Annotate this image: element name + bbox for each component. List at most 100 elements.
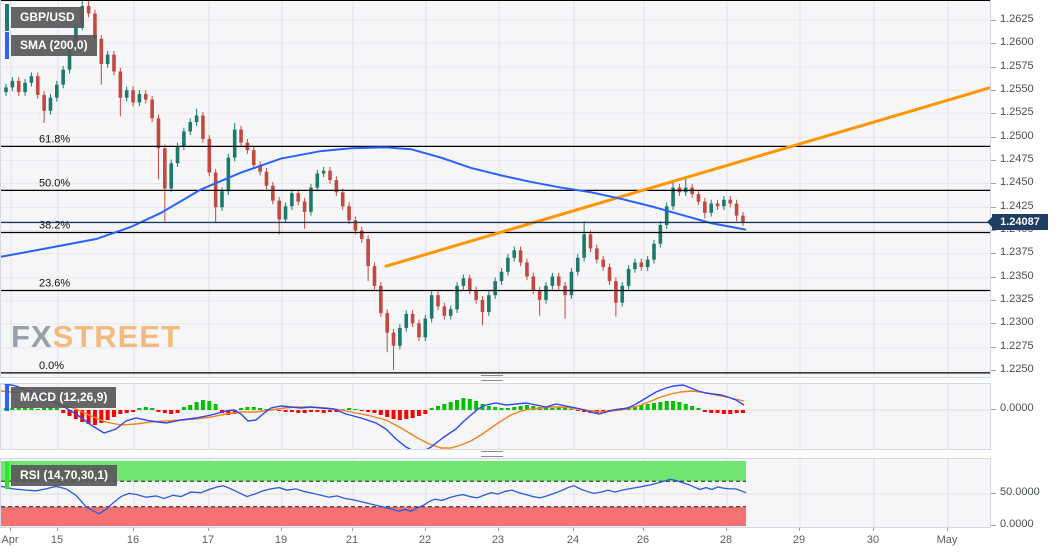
time-axis-tick: [352, 528, 353, 531]
candle-body: [601, 259, 605, 268]
sma-legend[interactable]: SMA (200,0): [11, 35, 97, 56]
time-axis-label: 23: [491, 534, 505, 546]
price-axis[interactable]: 1.24087 1.2625 1.2600 1.2575 1.2550 1.2525 1.…: [987, 0, 1060, 555]
macd-histogram-bar: [639, 405, 644, 410]
macd-histogram-bar: [455, 400, 460, 410]
candle-body: [544, 285, 548, 300]
candle-body: [169, 163, 173, 189]
panel-resize-handle-macd[interactable]: [481, 375, 503, 381]
candle-body: [722, 199, 726, 207]
time-axis-label: 21: [345, 534, 359, 546]
price-axis-label-tick: [991, 137, 996, 138]
price-axis-label: 1.2250: [1000, 363, 1034, 375]
time-axis-tick: [208, 528, 209, 531]
candle-body: [455, 285, 459, 310]
macd-histogram-bar: [16, 407, 21, 410]
candle-body: [42, 94, 46, 111]
macd-histogram-bar: [29, 408, 34, 410]
macd-chart[interactable]: [1, 384, 990, 449]
macd-legend-marker: [5, 384, 9, 411]
price-axis-label: 1.2450: [1000, 176, 1034, 188]
time-axis[interactable]: Apr 15 16 17 19 21 22 23 24 26 28 29 30 May: [0, 528, 991, 555]
macd-histogram-bar: [156, 410, 161, 412]
macd-histogram-bar: [442, 404, 447, 410]
candle-body: [525, 262, 529, 277]
macd-histogram-bar: [258, 408, 263, 410]
fib-label: 38.2%: [39, 219, 70, 231]
candle-body: [201, 115, 205, 139]
candle-body: [556, 276, 561, 286]
fib-label: 23.6%: [39, 277, 70, 289]
price-axis-label: 1.2550: [1000, 83, 1034, 95]
price-axis-label: 1.2600: [1000, 36, 1034, 48]
price-axis-label: 1.2375: [1000, 246, 1034, 258]
candle-body: [251, 150, 256, 166]
time-axis-tick: [573, 528, 574, 531]
macd-histogram-bar: [321, 410, 326, 413]
macd-histogram-bar: [105, 410, 110, 420]
macd-legend[interactable]: MACD (12,26,9): [11, 387, 117, 408]
candle-body: [334, 180, 339, 193]
rsi-axis-label: 0.0000: [1000, 518, 1034, 530]
candle-body: [652, 243, 656, 260]
macd-histogram-bar: [474, 401, 479, 410]
rsi-panel[interactable]: [0, 458, 991, 528]
time-axis-label: 16: [126, 534, 140, 546]
symbol-legend[interactable]: GBP/USD: [11, 7, 84, 28]
candle-body: [277, 200, 281, 220]
candle-body: [703, 201, 707, 213]
macd-histogram-bar: [366, 410, 371, 412]
macd-histogram-bar: [544, 408, 549, 410]
macd-histogram-bar: [493, 407, 498, 410]
candle-body: [728, 199, 733, 204]
time-axis-tick: [873, 528, 874, 531]
candle-body: [150, 99, 154, 119]
fib-label: 50.0%: [39, 177, 70, 189]
candle-body: [614, 281, 618, 303]
macd-histogram-bar: [531, 406, 536, 410]
candle-body: [741, 215, 745, 223]
candle-body: [474, 290, 478, 300]
time-axis-label: 26: [636, 534, 650, 546]
macd-histogram-bar: [524, 405, 529, 410]
macd-histogram-bar: [652, 403, 657, 410]
candle-body: [480, 299, 485, 313]
candle-body: [48, 97, 53, 111]
rsi-chart[interactable]: [1, 459, 990, 527]
macd-histogram-bar: [239, 408, 244, 410]
candle-body: [302, 201, 307, 212]
time-axis-tick: [10, 528, 11, 531]
time-axis-tick: [425, 528, 426, 531]
main-chart-panel[interactable]: 100.0%61.8%50.0%38.2%23.6%0.0%: [0, 0, 991, 378]
macd-histogram-bar: [194, 402, 199, 410]
macd-histogram-bar: [277, 410, 282, 411]
candle-body: [417, 323, 421, 338]
candle-body: [86, 6, 91, 14]
macd-histogram-bar: [575, 410, 580, 411]
candle-body: [410, 313, 415, 324]
macd-histogram-bar: [10, 408, 15, 410]
candle-body: [67, 49, 72, 70]
price-axis-label-tick: [991, 207, 996, 208]
rsi-legend[interactable]: RSI (14,70,30,1): [11, 465, 118, 486]
macd-histogram-bar: [499, 408, 504, 410]
time-axis-label: 29: [792, 534, 806, 546]
candle-body: [359, 230, 364, 240]
price-axis-label-tick: [991, 113, 996, 114]
macd-histogram-bar: [690, 406, 695, 410]
rsi-axis-label-tick: [991, 493, 996, 494]
candle-body: [391, 332, 396, 346]
macd-histogram-bar: [181, 407, 186, 410]
macd-panel[interactable]: [0, 383, 991, 450]
time-axis-tick: [498, 528, 499, 531]
panel-resize-handle-rsi[interactable]: [481, 451, 503, 457]
candlestick-chart[interactable]: 100.0%61.8%50.0%38.2%23.6%0.0%: [1, 0, 990, 377]
macd-histogram-bar: [143, 407, 148, 410]
price-axis-label-tick: [991, 300, 996, 301]
price-axis-label-tick: [991, 323, 996, 324]
macd-histogram-bar: [359, 410, 364, 411]
candle-body: [531, 276, 536, 291]
macd-histogram-bar: [251, 407, 256, 410]
macd-histogram-bar: [48, 407, 53, 410]
